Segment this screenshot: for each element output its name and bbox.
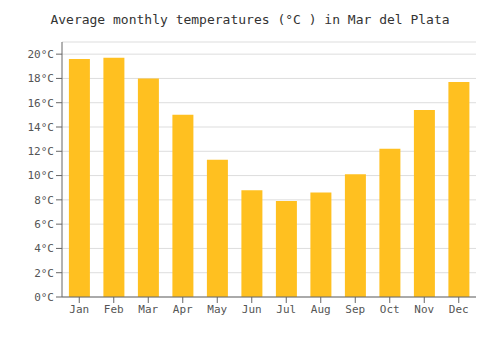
svg-text:Feb: Feb [104,303,124,316]
svg-text:Aug: Aug [311,303,331,316]
svg-text:18°C: 18°C [28,72,55,85]
svg-text:Jul: Jul [276,303,296,316]
svg-text:Mar: Mar [138,303,158,316]
svg-text:20°C: 20°C [28,48,55,61]
svg-text:May: May [207,303,227,316]
svg-text:2°C: 2°C [34,267,54,280]
svg-text:Sep: Sep [345,303,365,316]
html-text:Average monthly temperatures (: Average monthly temperatures (°C ) in Ma… [50,12,450,27]
svg-text:16°C: 16°C [28,97,55,110]
svg-text:4°C: 4°C [34,242,54,255]
svg-text:8°C: 8°C [34,194,54,207]
svg-text:6°C: 6°C [34,218,54,231]
svg-text:Oct: Oct [380,303,400,316]
svg-text:Jun: Jun [242,303,262,316]
svg-text:Jan: Jan [69,303,89,316]
svg-text:Dec: Dec [449,303,469,316]
svg-text:12°C: 12°C [28,145,55,158]
svg-text:14°C: 14°C [28,121,55,134]
svg-text:0°C: 0°C [34,291,54,304]
svg-text:Apr: Apr [173,303,193,316]
svg-text:Nov: Nov [414,303,434,316]
svg-text:10°C: 10°C [28,169,55,182]
